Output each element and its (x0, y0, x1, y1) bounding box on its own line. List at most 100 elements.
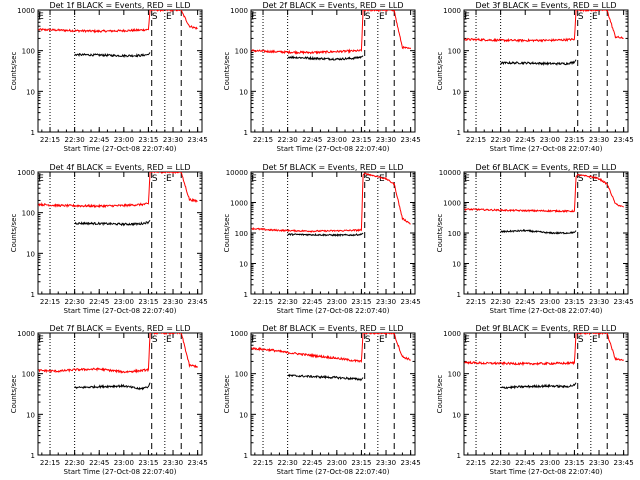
end-marker: E (166, 335, 172, 345)
x-tick-label: 23:15 (138, 136, 158, 144)
x-tick-label: 22:30 (278, 136, 298, 144)
x-tick-label: 23:45 (188, 298, 208, 306)
chart-panel: Det 6f BLACK = Events, RED = LLD 1 10 100 10… (436, 163, 634, 315)
y-tick-label: 1 (31, 291, 35, 299)
end-marker: E (379, 12, 385, 22)
x-tick-label: 23:45 (401, 298, 421, 306)
y-tick-label: 100 (235, 230, 248, 238)
y-axis-label: Counts/sec (223, 214, 231, 253)
y-tick-label: 1000 (17, 169, 35, 177)
y-tick-label: 10 (452, 261, 461, 269)
chart-title: Det 8f BLACK = Events, RED = LLD (262, 324, 403, 333)
chart-title: Det 1f BLACK = Events, RED = LLD (49, 1, 190, 10)
x-tick-label: 22:30 (278, 459, 298, 467)
x-tick-label: 23:30 (589, 459, 609, 467)
lld-series-line (251, 333, 411, 363)
y-axis-label: Counts/sec (223, 52, 231, 91)
x-tick-label: 23:45 (188, 136, 208, 144)
y-axis-label: Counts/sec (436, 214, 444, 253)
y-tick-label: 10000 (226, 169, 248, 177)
x-tick-label: 23:15 (351, 459, 371, 467)
x-tick-label: 23:30 (589, 136, 609, 144)
lld-series-line (251, 172, 411, 233)
x-tick-label: 22:30 (65, 459, 85, 467)
plot-frame (37, 332, 203, 456)
x-tick-label: 22:30 (278, 298, 298, 306)
x-axis-label: Start Time (27-Oct-08 22:07:40) (277, 307, 390, 315)
y-tick-label: 10 (452, 88, 461, 96)
end-marker: E (592, 12, 598, 22)
x-tick-label: 22:45 (302, 459, 322, 467)
start-marker: S (152, 335, 158, 345)
end-marker: E (592, 335, 598, 345)
chart-title: Det 2f BLACK = Events, RED = LLD (262, 1, 403, 10)
y-tick-label: 10 (239, 411, 248, 419)
y-tick-label: 1 (244, 129, 248, 137)
x-tick-label: 23:30 (589, 298, 609, 306)
lld-series-line (464, 173, 624, 213)
y-tick-label: 1 (457, 291, 461, 299)
events-series-line (287, 232, 364, 238)
y-tick-label: 10 (26, 250, 35, 258)
x-tick-label: 22:30 (65, 136, 85, 144)
x-tick-label: 22:30 (491, 459, 511, 467)
chart-panel: Det 2f BLACK = Events, RED = LLD 1 10 100 10… (223, 1, 421, 153)
y-tick-label: 100 (22, 371, 35, 379)
y-tick-label: 100 (22, 210, 35, 218)
start-marker: S (365, 335, 371, 345)
x-axis-label: Start Time (27-Oct-08 22:07:40) (490, 145, 603, 153)
x-tick-label: 23:00 (327, 136, 347, 144)
y-axis-label: Counts/sec (436, 52, 444, 91)
y-tick-label: 1000 (17, 330, 35, 338)
start-edge-marker: E (38, 335, 44, 345)
x-tick-label: 22:15 (253, 136, 273, 144)
x-tick-label: 23:45 (614, 459, 634, 467)
plot-frame (37, 9, 203, 133)
plot-frame (250, 332, 416, 456)
start-marker: S (365, 12, 371, 22)
chart-title: Det 4f BLACK = Events, RED = LLD (49, 163, 190, 172)
x-tick-label: 22:15 (40, 459, 60, 467)
x-tick-label: 23:15 (564, 298, 584, 306)
events-series-line (74, 52, 151, 59)
chart-panel: Det 5f BLACK = Events, RED = LLD 1 10 100 10… (223, 163, 421, 315)
y-tick-label: 10 (239, 261, 248, 269)
events-series-line (287, 373, 364, 382)
x-tick-label: 22:15 (40, 298, 60, 306)
chart-title: Det 6f BLACK = Events, RED = LLD (475, 163, 616, 172)
x-tick-label: 22:15 (253, 298, 273, 306)
x-tick-label: 23:30 (163, 136, 183, 144)
x-axis-label: Start Time (27-Oct-08 22:07:40) (277, 145, 390, 153)
events-series-line (74, 219, 151, 227)
x-tick-label: 23:45 (614, 298, 634, 306)
events-series-line (500, 59, 577, 66)
x-axis-label: Start Time (27-Oct-08 22:07:40) (277, 468, 390, 476)
plot-frame (37, 171, 203, 295)
chart-panel: Det 9f BLACK = Events, RED = LLD 1 10 100 10… (436, 324, 634, 476)
x-tick-label: 23:00 (114, 298, 134, 306)
x-tick-label: 23:30 (163, 459, 183, 467)
y-tick-label: 1 (457, 129, 461, 137)
y-tick-label: 1000 (230, 7, 248, 15)
x-tick-label: 23:15 (351, 298, 371, 306)
y-tick-label: 1000 (17, 7, 35, 15)
x-tick-label: 22:45 (89, 136, 109, 144)
x-tick-label: 23:45 (614, 136, 634, 144)
x-tick-label: 22:45 (515, 459, 535, 467)
x-tick-label: 22:15 (40, 136, 60, 144)
x-tick-label: 23:00 (114, 136, 134, 144)
y-axis-label: Counts/sec (10, 52, 18, 91)
x-tick-label: 23:30 (163, 298, 183, 306)
x-tick-label: 23:00 (540, 136, 560, 144)
x-tick-label: 23:00 (540, 459, 560, 467)
x-tick-label: 22:30 (491, 298, 511, 306)
x-tick-label: 23:15 (138, 459, 158, 467)
start-edge-marker: E (251, 335, 257, 345)
x-tick-label: 23:30 (376, 298, 396, 306)
y-tick-label: 1 (31, 452, 35, 460)
y-tick-label: 1000 (443, 200, 461, 208)
y-tick-label: 1000 (230, 200, 248, 208)
x-tick-label: 23:45 (188, 459, 208, 467)
x-tick-label: 23:15 (564, 459, 584, 467)
x-tick-label: 23:00 (327, 459, 347, 467)
